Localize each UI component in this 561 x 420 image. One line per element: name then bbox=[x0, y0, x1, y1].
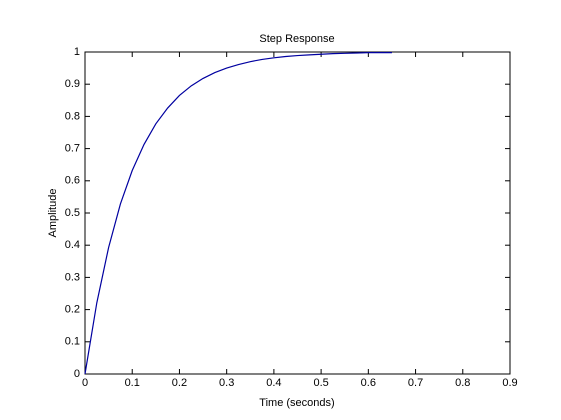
x-tick-label: 0.7 bbox=[408, 377, 423, 389]
y-tick-label: 0.7 bbox=[65, 143, 80, 155]
x-tick-label: 0.2 bbox=[172, 377, 187, 389]
y-tick-label: 0.2 bbox=[65, 304, 80, 316]
x-tick-label: 0 bbox=[82, 377, 88, 389]
y-tick-label: 0.3 bbox=[65, 271, 80, 283]
y-tick-label: 0 bbox=[74, 368, 80, 380]
x-tick-label: 0.5 bbox=[313, 377, 328, 389]
y-axis-label: Amplitude bbox=[47, 189, 59, 238]
response-line bbox=[84, 52, 392, 375]
x-axis-label: Time (seconds) bbox=[259, 397, 334, 409]
y-tick-label: 0.1 bbox=[65, 336, 80, 348]
plot-area bbox=[84, 51, 511, 375]
chart-title: Step Response bbox=[259, 33, 334, 45]
y-tick-label: 1 bbox=[74, 46, 80, 58]
y-tick-label: 0.5 bbox=[65, 207, 80, 219]
x-tick-label: 0.8 bbox=[455, 377, 470, 389]
y-tick-label: 0.6 bbox=[65, 175, 80, 187]
x-tick-label: 0.6 bbox=[361, 377, 376, 389]
x-tick-label: 0.4 bbox=[266, 377, 281, 389]
y-tick-label: 0.8 bbox=[65, 110, 80, 122]
x-tick-label: 0.1 bbox=[125, 377, 140, 389]
x-tick-label: 0.3 bbox=[219, 377, 234, 389]
y-tick-label: 0.4 bbox=[65, 239, 80, 251]
y-tick-label: 0.9 bbox=[65, 78, 80, 90]
x-tick-label: 0.9 bbox=[502, 377, 517, 389]
